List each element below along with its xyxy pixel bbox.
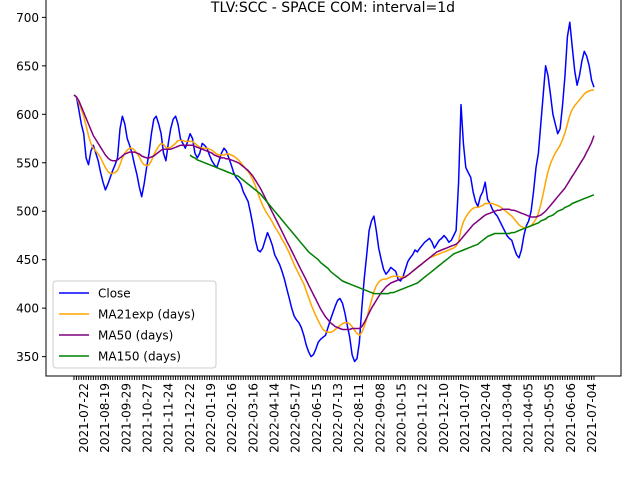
x-tick-label: 2021-09-29 — [119, 383, 133, 453]
x-tick-label: 2021-08-19 — [98, 383, 112, 453]
legend: Close MA21exp (days) MA50 (days) MA150 (day… — [52, 280, 217, 369]
y-tick-label: 700 — [16, 11, 39, 25]
x-tick-label: 2021-12-22 — [183, 383, 197, 453]
x-tick-label: 2021-01-07 — [458, 383, 472, 453]
y-tick-label: 600 — [16, 108, 39, 122]
chart-title: TLV:SCC - SPACE COM: interval=1d — [210, 0, 455, 16]
y-tick-label: 650 — [16, 59, 39, 73]
legend-label: MA21exp (days) — [98, 308, 195, 322]
series-line-ma150 — [189, 154, 595, 295]
x-tick-label: 2021-11-24 — [162, 383, 176, 453]
x-tick-label: 2022-05-17 — [289, 383, 303, 453]
x-tick-label: 2021-03-04 — [500, 383, 514, 453]
x-tick-label: 2021-10-27 — [141, 383, 155, 453]
legend-label: MA50 (days) — [98, 329, 173, 343]
x-tick-label: 2022-09-08 — [373, 383, 387, 453]
x-tick-label: 2020-11-12 — [416, 383, 430, 453]
y-tick-label: 400 — [16, 302, 39, 316]
x-tick-label: 2022-03-16 — [246, 383, 260, 453]
x-tick-label: 2022-04-14 — [268, 383, 282, 453]
legend-label: Close — [98, 287, 131, 301]
x-tick-label: 2022-01-19 — [204, 383, 218, 453]
x-tick-label: 2021-05-05 — [543, 383, 557, 453]
plot-lines — [73, 21, 595, 363]
x-tick-label: 2022-07-13 — [331, 383, 345, 453]
x-tick-label: 2021-02-04 — [479, 383, 493, 453]
x-axis: 2021-07-22 2021-08-19 2021-09-29 2021-10-27… — [73, 376, 599, 453]
x-tick-label: 2020-10-15 — [395, 383, 409, 453]
series-line-close — [73, 21, 595, 363]
x-tick-label: 2021-07-22 — [77, 383, 91, 453]
series-line-ma21exp — [73, 89, 594, 337]
x-tick-label: 2022-08-11 — [352, 383, 366, 453]
legend-box — [52, 280, 217, 369]
x-tick-label: 2020-12-10 — [437, 383, 451, 453]
x-tick-label: 2022-06-15 — [310, 383, 324, 453]
legend-label: MA150 (days) — [98, 350, 181, 364]
plot-frame — [45, 0, 622, 377]
y-tick-label: 550 — [16, 156, 39, 170]
y-tick-label: 450 — [16, 253, 39, 267]
x-tick-label: 2022-02-16 — [225, 383, 239, 453]
series-line-ma50 — [73, 94, 595, 331]
x-tick-label: 2021-06-06 — [564, 383, 578, 453]
y-axis: 350 400 450 500 550 600 650 700 — [16, 11, 46, 364]
x-tick-label: 2021-04-05 — [522, 383, 536, 453]
x-tick-label: 2021-07-04 — [585, 383, 599, 453]
y-tick-label: 350 — [16, 350, 39, 364]
y-tick-label: 500 — [16, 205, 39, 219]
